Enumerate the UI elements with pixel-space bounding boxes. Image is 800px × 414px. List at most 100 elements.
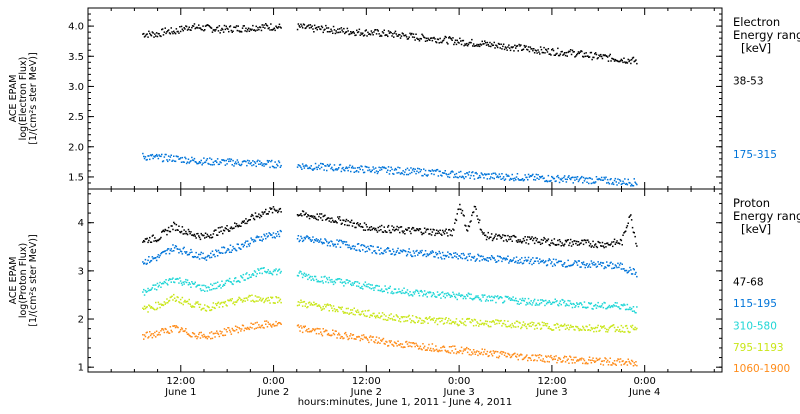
data-point — [190, 231, 192, 233]
data-point — [255, 215, 257, 218]
data-point — [389, 231, 391, 234]
data-point — [460, 346, 463, 349]
data-point — [164, 228, 166, 231]
data-point — [432, 348, 434, 350]
data-point — [521, 178, 523, 181]
data-point — [366, 338, 368, 340]
data-point — [573, 356, 575, 359]
data-point — [450, 294, 452, 297]
data-point — [374, 287, 376, 289]
data-point — [581, 239, 583, 242]
data-point — [521, 257, 523, 259]
data-point — [446, 294, 448, 297]
data-point — [631, 324, 634, 327]
data-point — [429, 349, 431, 351]
data-point — [255, 236, 257, 239]
data-point — [456, 176, 458, 179]
data-point — [485, 298, 488, 301]
data-point — [508, 354, 511, 356]
data-point — [393, 315, 395, 318]
data-point — [313, 31, 315, 33]
data-point — [165, 302, 167, 304]
data-point — [567, 259, 569, 262]
data-point — [274, 237, 276, 239]
data-point — [275, 233, 277, 235]
data-point — [206, 305, 209, 307]
data-point — [243, 329, 245, 332]
data-point — [210, 252, 212, 255]
data-point — [386, 248, 388, 250]
data-point — [558, 329, 561, 331]
data-point — [538, 241, 540, 243]
data-point — [370, 314, 373, 317]
data-point — [431, 250, 434, 252]
data-point — [386, 341, 388, 343]
data-point — [519, 298, 521, 300]
data-point — [218, 285, 221, 287]
data-point — [412, 227, 415, 229]
data-point — [574, 179, 576, 181]
data-point — [427, 174, 429, 176]
data-point — [578, 244, 580, 246]
data-point — [375, 252, 378, 255]
data-point — [581, 329, 583, 331]
data-point — [594, 263, 597, 265]
data-point — [419, 250, 422, 252]
data-point — [299, 270, 301, 272]
data-point — [242, 160, 245, 163]
data-point — [400, 250, 403, 252]
data-point — [155, 330, 158, 332]
data-point — [525, 45, 527, 47]
data-point — [144, 35, 147, 37]
data-point — [497, 234, 500, 236]
data-point — [409, 32, 411, 35]
data-point — [630, 308, 632, 311]
data-point — [426, 39, 428, 42]
data-point — [264, 300, 266, 302]
data-point — [143, 294, 146, 296]
data-point — [533, 359, 536, 361]
data-point — [498, 173, 501, 175]
data-point — [336, 278, 338, 281]
data-point — [232, 283, 234, 286]
data-point — [632, 231, 635, 233]
data-point — [233, 247, 235, 250]
data-point — [252, 323, 254, 325]
data-point — [273, 269, 276, 271]
data-point — [428, 253, 430, 256]
data-point — [338, 218, 340, 220]
data-point — [535, 173, 538, 176]
data-point — [414, 168, 416, 170]
data-point — [623, 331, 625, 333]
data-point — [277, 231, 279, 233]
data-point — [362, 338, 364, 341]
data-point — [158, 256, 160, 259]
data-point — [356, 311, 358, 313]
data-point — [271, 324, 274, 326]
data-point — [150, 259, 153, 262]
data-point — [361, 165, 363, 168]
data-point — [231, 249, 233, 251]
data-point — [248, 294, 251, 297]
data-point — [173, 31, 176, 34]
data-point — [594, 181, 597, 183]
y-axis-label-line: ACE EPAM — [8, 257, 19, 305]
data-point — [378, 33, 380, 35]
data-point — [356, 243, 359, 245]
data-point — [429, 170, 431, 172]
data-point — [352, 334, 355, 336]
data-point — [156, 334, 159, 336]
data-point — [376, 314, 379, 317]
data-point — [613, 326, 616, 329]
data-point — [399, 290, 401, 293]
data-point — [241, 220, 244, 223]
data-point — [142, 261, 144, 263]
data-point — [528, 262, 531, 265]
data-point — [198, 284, 201, 286]
data-point — [190, 286, 192, 288]
data-point — [409, 230, 411, 233]
data-point — [150, 306, 153, 308]
data-point — [496, 175, 499, 177]
data-point — [324, 303, 326, 306]
data-point — [489, 178, 491, 180]
